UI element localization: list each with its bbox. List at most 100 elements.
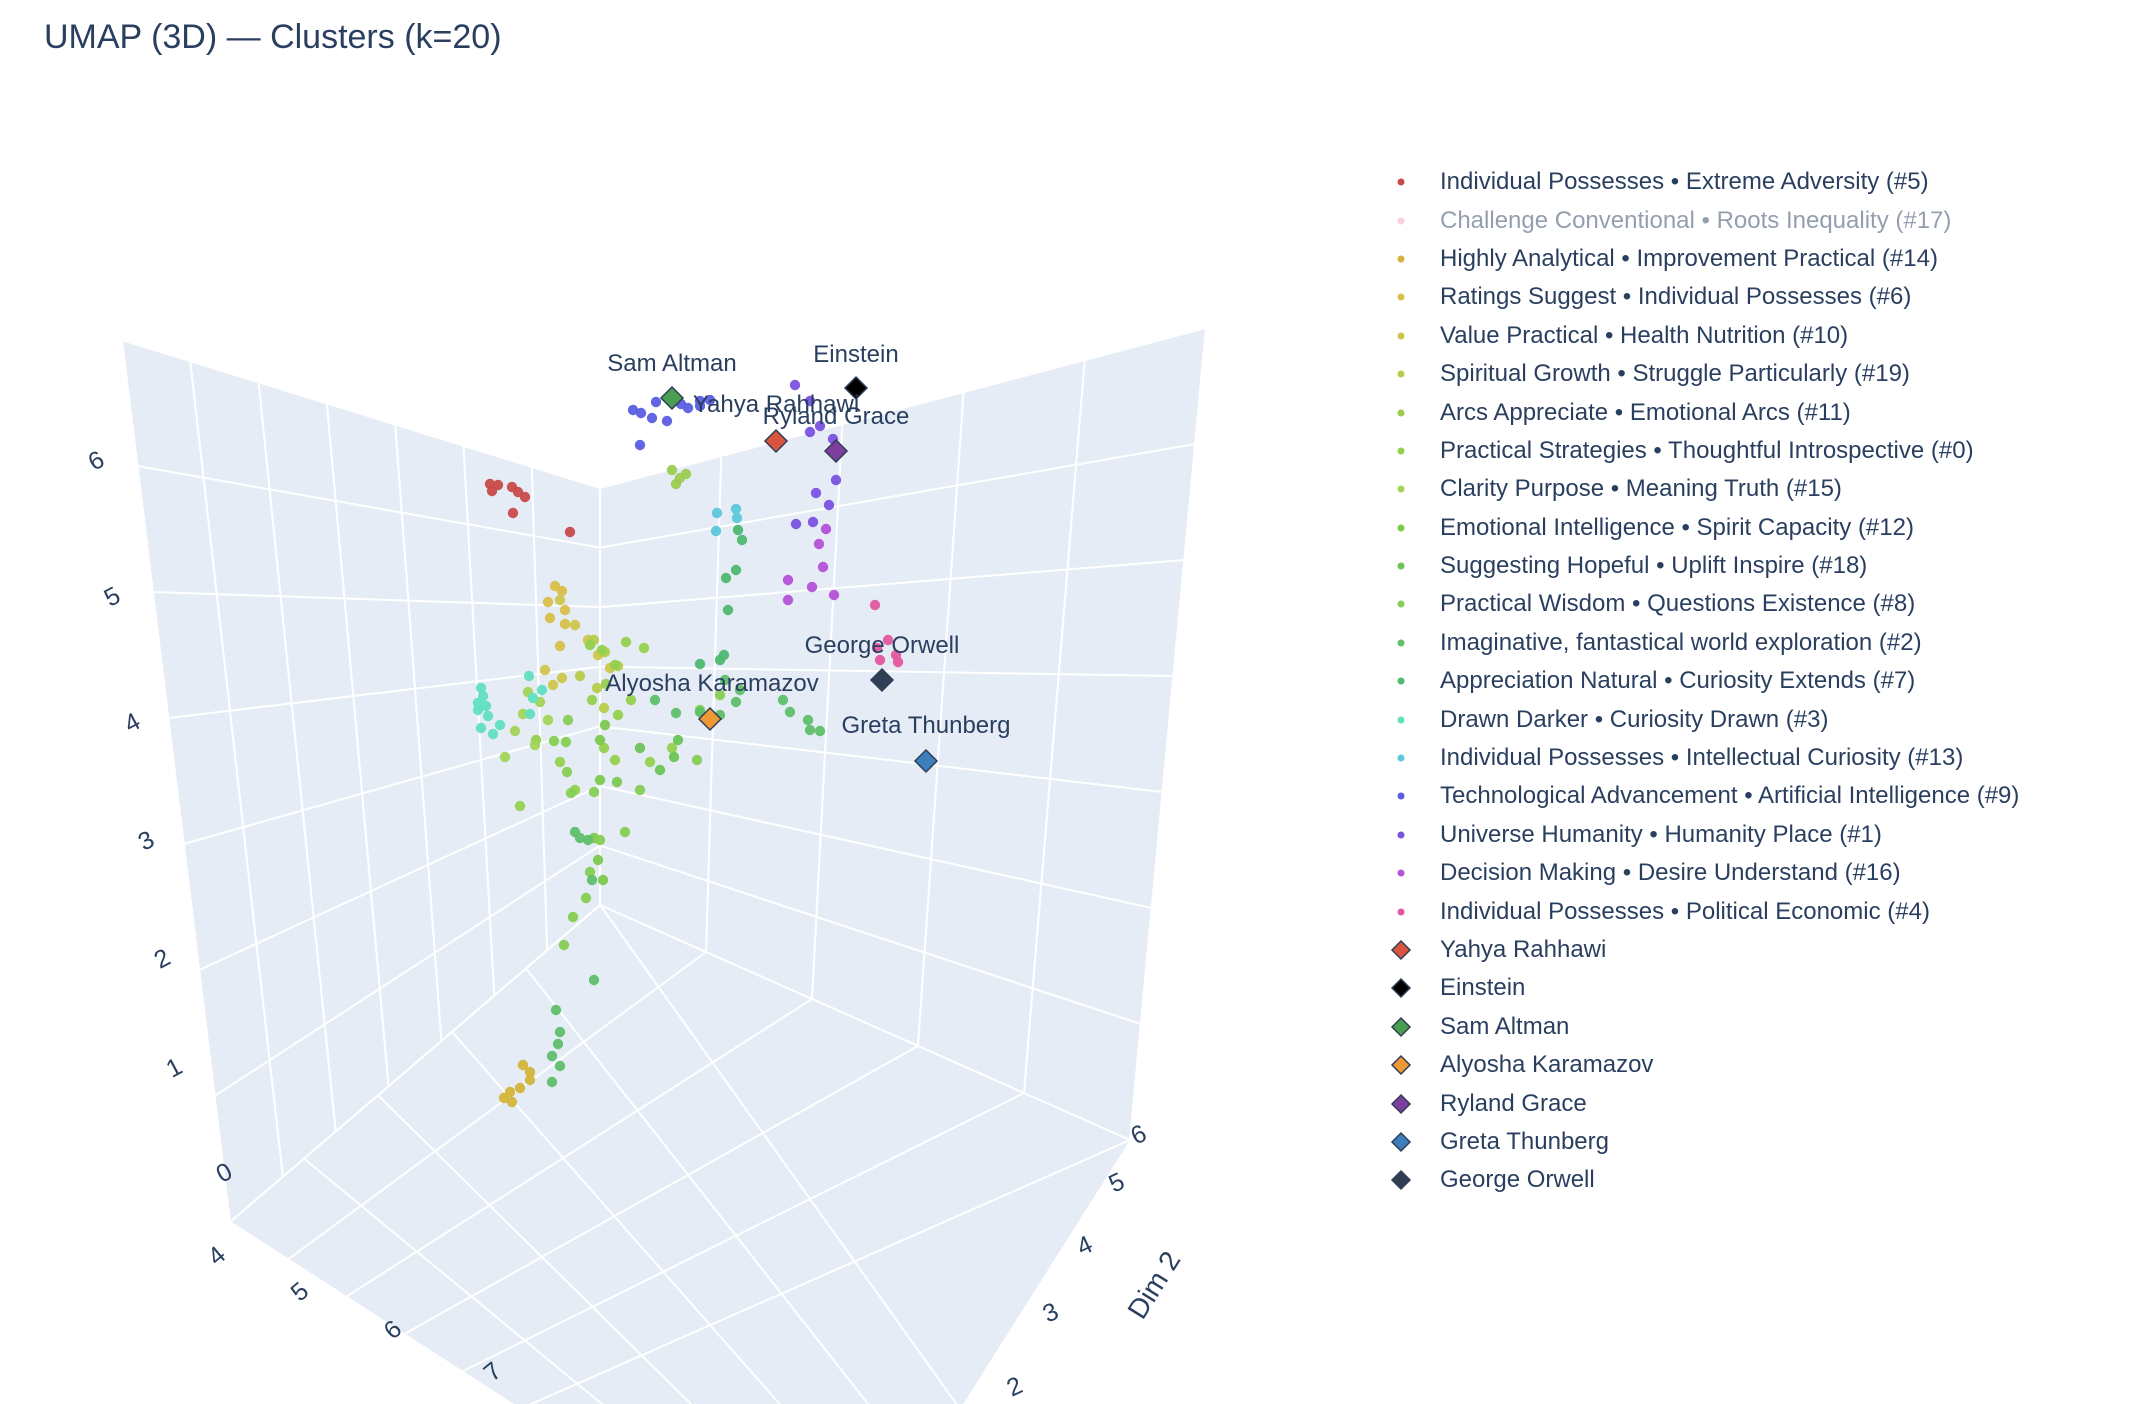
z-tick-label: 4 — [120, 707, 146, 738]
cluster-point — [514, 800, 526, 812]
cluster-point — [554, 1026, 566, 1038]
legend-item[interactable]: Emotional Intelligence • Spirit Capacity… — [1384, 509, 2124, 547]
marker-label-layer: Yahya Rahhawi Einstein Sam Altman Alyosha K… — [605, 341, 1010, 739]
legend-item[interactable]: Clarity Purpose • Meaning Truth (#15) — [1384, 470, 2124, 508]
cluster-point — [719, 674, 731, 686]
cluster-point — [600, 678, 612, 690]
cluster-point — [784, 706, 796, 718]
legend-item[interactable]: Arcs Appreciate • Emotional Arcs (#11) — [1384, 393, 2124, 431]
cluster-point — [732, 524, 744, 536]
cluster-point — [554, 1060, 566, 1072]
cluster-point — [644, 756, 656, 768]
grid-line — [137, 465, 601, 549]
legend-label: Imaginative, fantastical world explorati… — [1440, 628, 1922, 656]
z-tick-label: 5 — [100, 581, 125, 612]
cluster-point — [620, 636, 632, 648]
cluster-point — [802, 714, 814, 726]
legend-label: Alyosha Karamazov — [1440, 1051, 1654, 1079]
y-tick-label: 2 — [1002, 1371, 1026, 1402]
legend-item[interactable]: Value Practical • Health Nutrition (#10) — [1384, 317, 2124, 355]
dot-marker-icon — [1384, 556, 1418, 576]
legend-item[interactable]: Highly Analytical • Improvement Practica… — [1384, 240, 2124, 278]
cluster-point — [710, 525, 722, 537]
cluster-point — [638, 642, 650, 654]
grid-line — [599, 844, 1142, 1025]
legend-item[interactable]: Drawn Darker • Curiosity Drawn (#3) — [1384, 700, 2124, 738]
legend-item[interactable]: Individual Possesses • Intellectual Curi… — [1384, 739, 2124, 777]
legend-item[interactable]: Challenge Conventional • Roots Inequalit… — [1384, 201, 2124, 239]
cluster-point — [524, 708, 536, 720]
legend-label: Universe Humanity • Humanity Place (#1) — [1440, 820, 1882, 848]
legend-item[interactable]: Einstein — [1384, 969, 2124, 1007]
grid-line — [599, 904, 1131, 1141]
cluster-point — [524, 1074, 536, 1086]
grid-line — [345, 998, 813, 1298]
cluster-point — [720, 572, 732, 584]
cluster-point — [612, 709, 624, 721]
legend-item[interactable]: Spiritual Growth • Struggle Particularly… — [1384, 355, 2124, 393]
legend-item[interactable]: Universe Humanity • Humanity Place (#1) — [1384, 816, 2124, 854]
cluster-point — [594, 834, 606, 846]
cluster-point — [730, 564, 742, 576]
legend-item[interactable]: Yahya Rahhawi — [1384, 931, 2124, 969]
cluster-point — [682, 402, 694, 414]
legend-item[interactable]: Technological Advancement • Artificial I… — [1384, 777, 2124, 815]
cluster-point — [475, 722, 487, 734]
cluster-point — [730, 696, 742, 708]
cluster-point — [498, 1092, 510, 1104]
marker-diamond — [659, 385, 685, 411]
legend-label: George Orwell — [1440, 1166, 1595, 1194]
cluster-point — [475, 682, 487, 694]
cluster-point — [561, 766, 573, 778]
cluster-point — [569, 619, 581, 631]
cluster-point — [804, 395, 816, 407]
legend-label: Technological Advancement • Artificial I… — [1440, 782, 2020, 810]
legend-item[interactable]: Alyosha Karamazov — [1384, 1046, 2124, 1084]
legend-item[interactable]: Practical Strategies • Thoughtful Intros… — [1384, 432, 2124, 470]
cluster-point — [529, 739, 541, 751]
cluster-point — [789, 379, 801, 391]
cluster-point — [670, 478, 682, 490]
legend-item[interactable]: Suggesting Hopeful • Uplift Inspire (#18… — [1384, 547, 2124, 585]
legend-item[interactable]: Practical Wisdom • Questions Existence (… — [1384, 585, 2124, 623]
cluster-point — [539, 664, 551, 676]
legend-label: Individual Possesses • Political Economi… — [1440, 897, 1930, 925]
cluster-point — [586, 874, 598, 886]
cluster-point — [499, 751, 511, 763]
cluster-point — [704, 394, 716, 406]
legend-label: Yahya Rahhawi — [1440, 936, 1607, 963]
cluster-point — [562, 714, 574, 726]
cluster-point — [574, 832, 586, 844]
legend-item[interactable]: Ratings Suggest • Individual Possesses (… — [1384, 278, 2124, 316]
cluster-point — [558, 939, 570, 951]
grid-line — [599, 784, 1152, 909]
dot-marker-icon — [1384, 786, 1418, 806]
cluster-point — [548, 735, 560, 747]
cluster-point — [672, 734, 684, 746]
cluster-point — [506, 1096, 518, 1108]
cluster-point — [592, 854, 604, 866]
cluster-point — [472, 697, 484, 709]
legend-item[interactable]: Individual Possesses • Political Economi… — [1384, 892, 2124, 930]
dot-marker-icon — [1384, 863, 1418, 883]
cluster-point — [609, 659, 621, 671]
marker-label: Ryland Grace — [763, 403, 910, 430]
marker-diamond — [763, 428, 789, 454]
grid-line — [530, 466, 549, 951]
cluster-point — [480, 700, 492, 712]
legend-item[interactable]: Individual Possesses • Extreme Adversity… — [1384, 163, 2124, 201]
cluster-point — [734, 684, 746, 696]
legend-item[interactable]: Ryland Grace — [1384, 1084, 2124, 1122]
legend-item[interactable]: Greta Thunberg — [1384, 1123, 2124, 1161]
legend-item[interactable]: George Orwell — [1384, 1161, 2124, 1199]
legend-item[interactable]: Sam Altman — [1384, 1008, 2124, 1046]
legend-item[interactable]: Decision Making • Desire Understand (#16… — [1384, 854, 2124, 892]
legend-item[interactable]: Appreciation Natural • Curiosity Extends… — [1384, 662, 2124, 700]
grid-line — [403, 1045, 919, 1336]
legend-label: Individual Possesses • Intellectual Curi… — [1440, 744, 1964, 772]
cluster-point — [890, 649, 902, 661]
legend-item[interactable]: Imaginative, fantastical world explorati… — [1384, 624, 2124, 662]
cluster-point — [806, 581, 818, 593]
cluster-point — [635, 407, 647, 419]
